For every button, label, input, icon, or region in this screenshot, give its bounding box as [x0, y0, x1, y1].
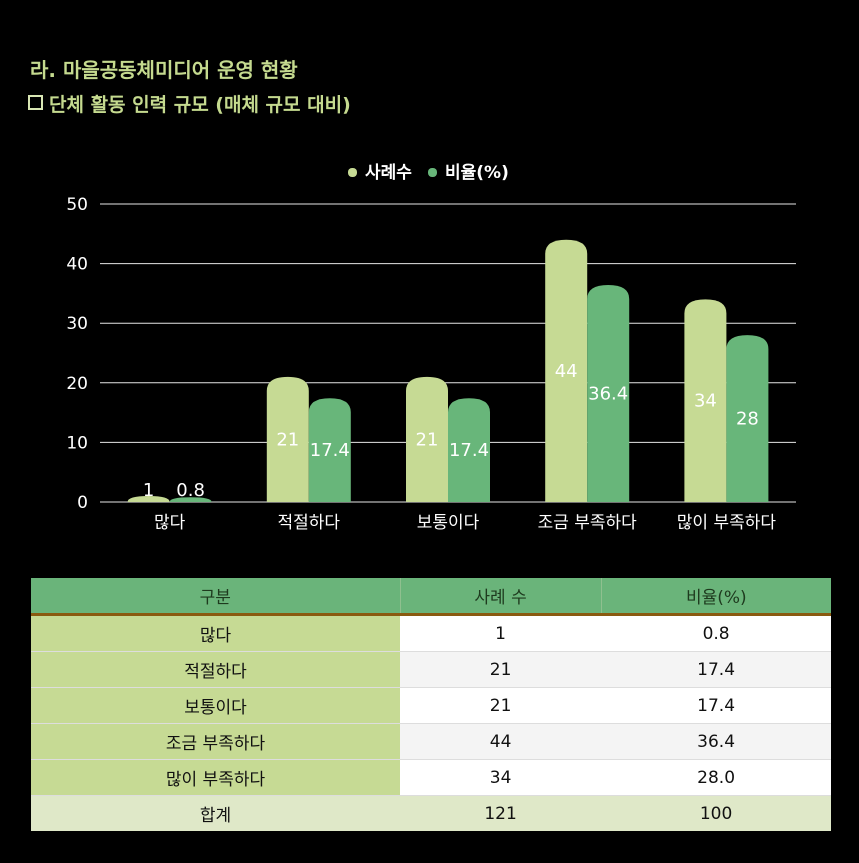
chart-subheading: 단체 활동 인력 규모 (매체 규모 대비) [28, 90, 351, 117]
data-label: 28 [736, 409, 759, 430]
y-tick-label: 40 [66, 255, 88, 275]
row-ratio: 28.0 [601, 759, 831, 796]
legend-swatch [428, 168, 437, 177]
subheading-text: 단체 활동 인력 규모 (매체 규모 대비) [49, 94, 351, 116]
data-label: 34 [694, 391, 717, 412]
row-count: 21 [400, 651, 602, 688]
row-category: 적절하다 [31, 651, 400, 688]
y-tick-label: 30 [66, 314, 88, 334]
row-count: 44 [400, 723, 602, 760]
row-ratio: 36.4 [601, 723, 831, 760]
row-category: 보통이다 [31, 687, 400, 724]
row-count: 34 [400, 759, 602, 796]
bar [308, 398, 351, 502]
bar [266, 376, 309, 502]
table-row: 보통이다 21 17.4 [31, 687, 831, 724]
x-tick-label: 적절하다 [278, 513, 341, 533]
data-table: 구분 사례 수 비율(%) 많다 1 0.8 적절하다 21 17.4 보통이다… [31, 578, 831, 831]
total-count: 121 [400, 795, 602, 831]
header-category: 구분 [31, 578, 401, 616]
section-heading: 라. 마을공동체미디어 운영 현황 [30, 58, 298, 82]
y-tick-label: 10 [66, 433, 88, 453]
bar [127, 496, 170, 502]
row-category: 많다 [31, 614, 400, 652]
total-label: 합계 [31, 795, 400, 831]
header-count: 사례 수 [400, 578, 602, 616]
x-tick-label: 보통이다 [417, 513, 480, 533]
row-ratio: 17.4 [601, 687, 831, 724]
data-label: 1 [143, 480, 154, 501]
row-category: 조금 부족하다 [31, 723, 400, 760]
row-ratio: 17.4 [601, 651, 831, 688]
bar [169, 497, 212, 502]
bar [684, 299, 727, 502]
bar [448, 398, 490, 502]
table-row: 많이 부족하다 34 28.0 [31, 759, 831, 796]
x-tick-label: 많다 [154, 513, 186, 533]
data-label: 44 [555, 361, 578, 382]
data-label: 0.8 [176, 480, 205, 501]
legend-label: 비율(%) [445, 163, 509, 183]
bar [726, 335, 769, 502]
x-tick-label: 많이 부족하다 [677, 513, 777, 533]
y-tick-label: 20 [66, 374, 88, 394]
bar [587, 285, 630, 502]
table-row: 많다 1 0.8 [31, 614, 831, 652]
header-ratio: 비율(%) [601, 578, 831, 616]
bar-chart: 0 10 20 30 40 50 사례수 비율(%) 1 0.8 많다 21 17.4 적절하다 21 17.… [66, 163, 796, 533]
data-label: 17.4 [310, 440, 350, 461]
table-header-row: 구분 사례 수 비율(%) [31, 578, 831, 616]
table-total-row: 합계 121 100 [31, 795, 831, 831]
x-tick-label: 조금 부족하다 [538, 513, 638, 533]
bar [545, 239, 588, 502]
row-count: 1 [400, 614, 602, 652]
legend-label: 사례수 [365, 163, 412, 183]
legend-swatch [348, 168, 357, 177]
row-category: 많이 부족하다 [31, 759, 400, 796]
total-ratio: 100 [601, 795, 831, 831]
checkbox-square-icon [28, 95, 43, 110]
y-tick-label: 0 [77, 493, 88, 513]
data-label: 36.4 [588, 384, 628, 405]
data-label: 21 [276, 429, 299, 450]
table-row: 적절하다 21 17.4 [31, 651, 831, 688]
row-count: 21 [400, 687, 602, 724]
y-tick-label: 50 [66, 195, 88, 215]
table-row: 조금 부족하다 44 36.4 [31, 723, 831, 760]
data-label: 17.4 [449, 440, 489, 461]
bar [406, 376, 448, 502]
data-label: 21 [416, 429, 439, 450]
row-ratio: 0.8 [601, 614, 831, 652]
